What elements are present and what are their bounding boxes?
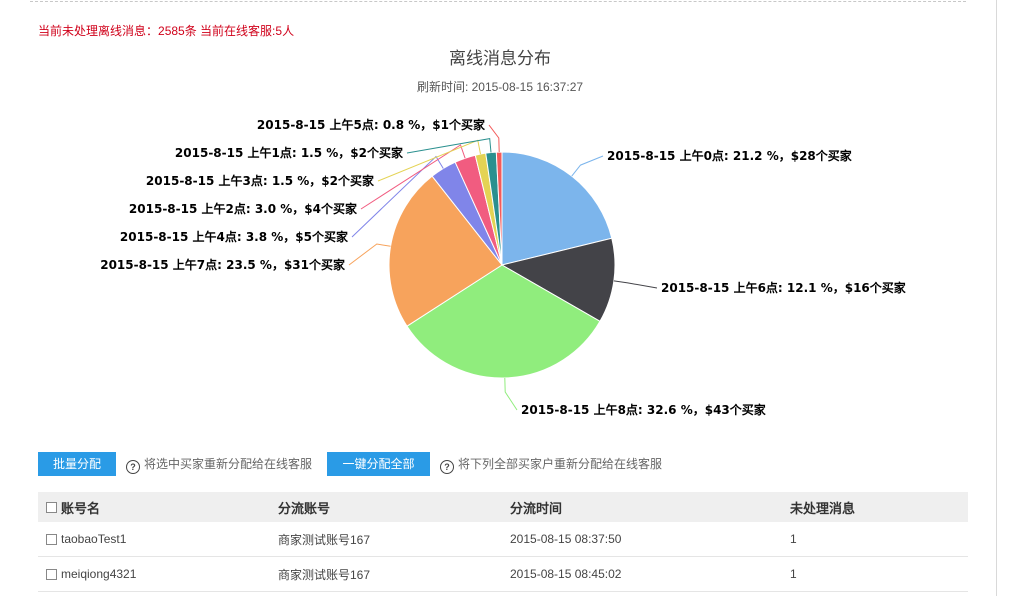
chart-title: 离线消息分布 [449, 49, 551, 68]
header-account-name: 账号名 [61, 500, 101, 516]
pie-label-connector [351, 155, 444, 238]
header-unprocessed: 未处理消息 [790, 500, 856, 516]
pie-data-label: 2015-8-15 上午4点: 3.8 %，$5个买家 [120, 229, 349, 244]
unprocessed-count: 1 [790, 567, 797, 581]
refresh-label: 刷新时间: [416, 80, 472, 94]
pie-slice[interactable] [500, 237, 616, 322]
table-row[interactable]: taobaoTest1 商家测试账号167 2015-08-15 08:37:5… [38, 522, 968, 557]
header-shunt-account: 分流账号 [278, 500, 331, 516]
status-bar: 当前未处理离线消息：2585条 当前在线客服:5人 [38, 22, 294, 39]
help-icon[interactable]: ? [126, 460, 140, 474]
select-all-checkbox[interactable] [46, 501, 57, 513]
online-label: 当前在线客服: [196, 24, 276, 38]
header-account-cell: 账号名 [46, 492, 100, 522]
pie-chart: 2015-8-15 上午0点: 21.2 %，$28个买家 2015-8-15 上… [100, 117, 907, 417]
account-cell: taobaoTest1 [46, 522, 126, 556]
pie-data-label: 2015-8-15 上午0点: 21.2 %，$28个买家 [607, 148, 853, 163]
help-icon[interactable]: ? [440, 460, 454, 474]
pie-data-label: 2015-8-15 上午3点: 1.5 %，$2个买家 [146, 173, 375, 188]
pie-data-label: 2015-8-15 上午8点: 32.6 %，$43个买家 [521, 402, 767, 417]
pie-label-connector [406, 138, 492, 154]
pie-slice[interactable] [388, 175, 503, 327]
pie-data-label: 2015-8-15 上午5点: 0.8 %，$1个买家 [257, 117, 486, 132]
assign-all-hint: ? 将下列全部买家户重新分配给在线客服 [440, 452, 662, 476]
pie-label-connector [571, 155, 604, 177]
account-name: meiqiong4321 [61, 567, 137, 581]
batch-assign-hint: ? 将选中买家重新分配给在线客服 [126, 452, 312, 476]
pie-data-label: 2015-8-15 上午6点: 12.1 %，$16个买家 [661, 280, 907, 295]
pie-data-label: 2015-8-15 上午2点: 3.0 %，$4个买家 [129, 201, 358, 216]
refresh-time: 2015-08-15 16:37:27 [471, 80, 584, 94]
online-count: 5人 [275, 24, 295, 38]
unprocessed-label: 当前未处理离线消息： [38, 24, 159, 38]
top-divider [30, 1, 966, 2]
pie-label-connector [360, 144, 466, 210]
shunt-time: 2015-08-15 08:37:50 [510, 532, 622, 546]
pie-slice[interactable] [501, 151, 613, 266]
row-checkbox[interactable] [46, 533, 57, 545]
assign-all-hint-text: 将下列全部买家户重新分配给在线客服 [458, 457, 663, 471]
table-header: 账号名 分流账号 分流时间 未处理消息 [38, 492, 968, 522]
shunt-account: 商家测试账号167 [278, 567, 371, 582]
batch-assign-button[interactable]: 批量分配 [38, 452, 116, 476]
pie-data-label: 2015-8-15 上午1点: 1.5 %，$2个买家 [175, 145, 404, 160]
pie-label-connector [488, 124, 500, 153]
unprocessed-count: 1 [790, 532, 797, 546]
unprocessed-count: 2585条 [158, 24, 197, 38]
pie-label-connector [504, 377, 518, 411]
account-cell: meiqiong4321 [46, 557, 136, 591]
row-checkbox[interactable] [46, 568, 57, 580]
assign-all-button[interactable]: 一键分配全部 [327, 452, 430, 476]
table-row[interactable]: meiqiong4321 商家测试账号167 2015-08-15 08:45:… [38, 557, 968, 592]
shunt-account: 商家测试账号167 [278, 532, 371, 547]
batch-assign-hint-text: 将选中买家重新分配给在线客服 [144, 457, 313, 471]
page-frame-border [996, 0, 997, 596]
pie-label-connector [348, 243, 391, 266]
shunt-time: 2015-08-15 08:45:02 [510, 567, 622, 581]
chart-subtitle: 刷新时间: 2015-08-15 16:37:27 [0, 78, 1000, 95]
pie-data-label: 2015-8-15 上午7点: 23.5 %，$31个买家 [100, 257, 346, 272]
pie-slice[interactable] [495, 151, 503, 266]
account-name: taobaoTest1 [61, 532, 127, 546]
pie-slice[interactable] [406, 264, 601, 379]
header-shunt-time: 分流时间 [510, 500, 563, 516]
pie-label-connector [613, 280, 658, 289]
